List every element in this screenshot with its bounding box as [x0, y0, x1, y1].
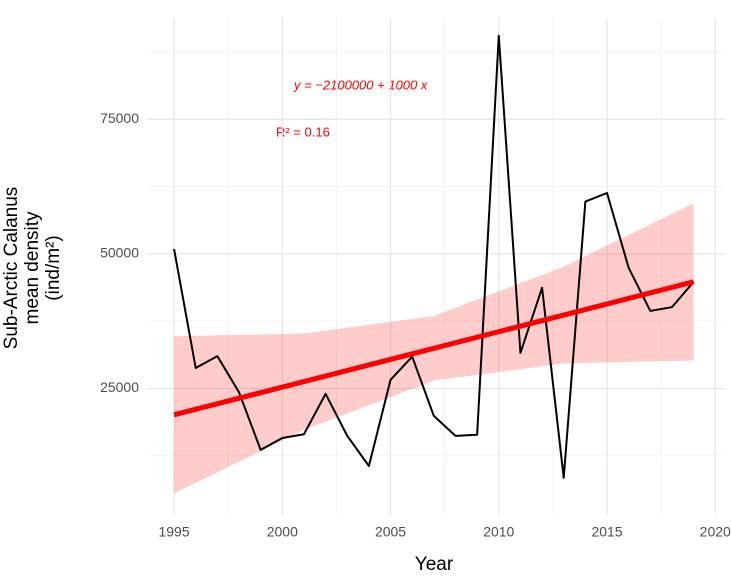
x-axis-label: Year: [415, 554, 454, 575]
y-tick-label: 75000: [100, 110, 139, 126]
y-axis-label-line: (ind/m²): [43, 235, 64, 300]
trend-line: [173, 279, 695, 418]
y-tick-label: 25000: [100, 379, 139, 395]
x-tick-label: 2020: [700, 524, 731, 540]
x-tick-label: 2015: [591, 524, 622, 540]
r-squared: R² = 0.16: [276, 124, 330, 139]
y-tick-label: 50000: [100, 245, 139, 261]
x-tick-label: 2010: [483, 524, 514, 540]
data-line: [173, 34, 695, 479]
y-axis-label: Sub-Arctic Calanusmean density(ind/m²): [1, 187, 64, 350]
equation: y = −2100000 + 1000 x: [293, 77, 428, 92]
x-tick-label: 2005: [375, 524, 406, 540]
x-tick-label: 1995: [158, 524, 189, 540]
y-axis-label-line: Sub-Arctic Calanus: [1, 187, 22, 350]
y-axis-label-line: mean density: [22, 211, 43, 325]
x-tick-label: 2000: [267, 524, 298, 540]
